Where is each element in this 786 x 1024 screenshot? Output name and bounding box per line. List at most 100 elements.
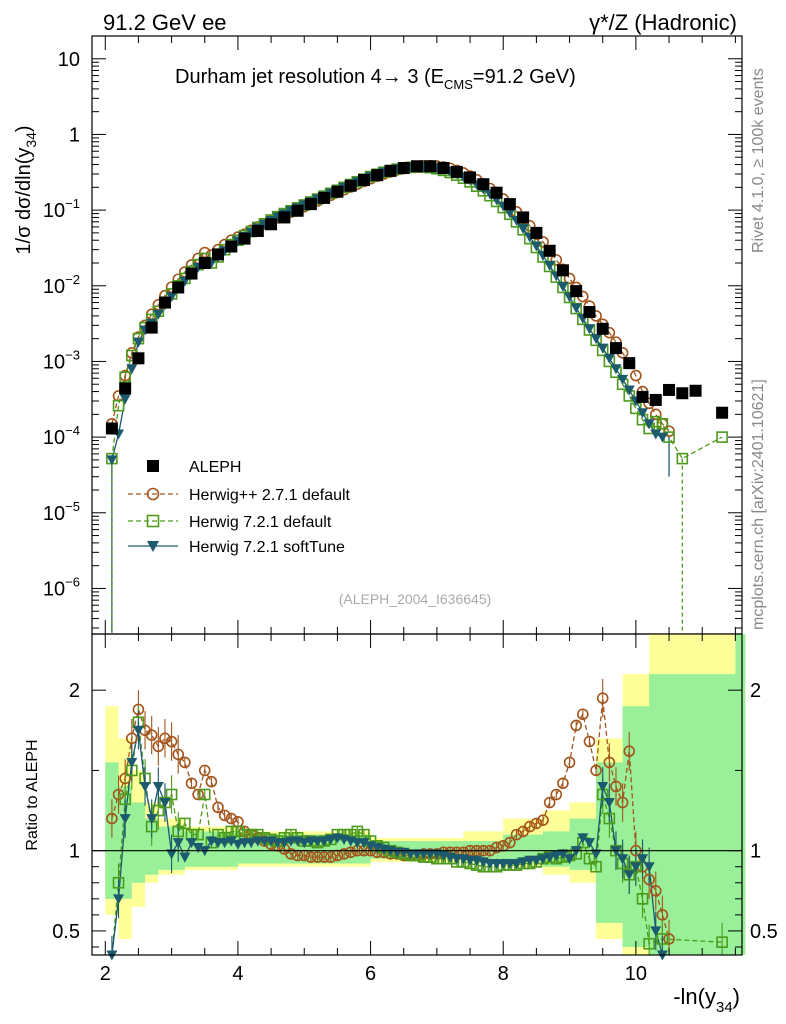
- ratio-point-1: [285, 848, 297, 860]
- aleph-point: [132, 352, 145, 365]
- x-tick-label: 6: [365, 963, 376, 985]
- aleph-point: [530, 226, 543, 239]
- total-uncertainty-band: [105, 634, 746, 955]
- ratio-point-3: [510, 859, 522, 870]
- series-3-point: [656, 432, 668, 443]
- aleph-point: [105, 422, 118, 435]
- ratio-point-1: [550, 788, 563, 801]
- ratio-point-3: [278, 838, 290, 849]
- ratio-point-3: [564, 854, 576, 865]
- ratio-panel: 0.5 0.5 1 1 2 2 2 4 6 8 10 Ratio to ALEPH -ln(y34): [24, 633, 778, 1016]
- series-1-point: [563, 272, 576, 285]
- aleph-point: [331, 185, 344, 198]
- ratio-point-1: [198, 764, 211, 777]
- aleph-point: [450, 165, 463, 178]
- y-tick-label: 10: [58, 49, 80, 71]
- aleph-point: [623, 357, 636, 370]
- ratio-point-2: [165, 788, 178, 801]
- aleph-point: [649, 393, 662, 406]
- ratio-point-1: [530, 817, 543, 830]
- series-3-point: [517, 224, 529, 235]
- ratio-point-3: [630, 862, 642, 873]
- ratio-point-1: [577, 708, 589, 721]
- ratio-point-1: [212, 801, 224, 814]
- ratio-point-1: [643, 873, 655, 886]
- legend-marker: [147, 541, 159, 552]
- ratio-point-3: [597, 781, 609, 792]
- ratio-point-3: [139, 781, 151, 792]
- ratio-point-2: [351, 825, 364, 838]
- aleph-point: [344, 179, 357, 192]
- ratio-point-2: [119, 793, 131, 806]
- series-1-point: [198, 246, 211, 259]
- ratio-point-1: [165, 735, 178, 748]
- ratio-point-2: [643, 937, 655, 950]
- aleph-point: [212, 248, 225, 261]
- legend-marker: [146, 514, 160, 528]
- x-tick-label: 2: [100, 963, 111, 985]
- mcplots-label: mcplots.cern.ch [arXiv:2401.10621]: [750, 379, 767, 630]
- ratio-point-2: [636, 893, 649, 905]
- series-line-2: [111, 166, 723, 460]
- ratio-point-1: [172, 748, 185, 761]
- ratio-point-3: [172, 838, 184, 849]
- aleph-point: [543, 244, 556, 257]
- aleph-point: [716, 406, 729, 419]
- ratio-point-1: [344, 846, 357, 859]
- aleph-point: [609, 342, 622, 355]
- ratio-point-1: [590, 764, 602, 777]
- aleph-point: [636, 390, 649, 403]
- legend-label: Herwig++ 2.7.1 default: [189, 487, 351, 504]
- y-tick-label: 1: [69, 124, 80, 146]
- ratio-point-3: [132, 725, 144, 736]
- header-left: 91.2 GeV ee: [103, 10, 227, 35]
- ratio-point-1: [523, 820, 536, 833]
- series-3-point: [643, 419, 655, 430]
- aleph-point: [689, 384, 702, 397]
- series-2-point: [656, 417, 669, 430]
- aleph-point: [596, 322, 609, 335]
- ratio-point-3: [179, 852, 191, 863]
- ratio-y-tick-label-left: 1: [69, 841, 80, 863]
- aleph-point: [172, 281, 185, 294]
- aleph-point: [238, 232, 251, 245]
- legend-label: ALEPH: [189, 459, 241, 476]
- legend-marker: [147, 460, 159, 472]
- ratio-point-1: [145, 729, 158, 741]
- ratio-point-3: [583, 838, 595, 849]
- ratio-point-1: [570, 719, 582, 732]
- ratio-point-1: [311, 851, 324, 863]
- aleph-point: [278, 211, 291, 224]
- ratio-point-3: [637, 854, 649, 865]
- ratio-point-3: [245, 838, 257, 849]
- ratio-point-2: [179, 817, 191, 830]
- series-3-point: [504, 208, 516, 219]
- series-3-point: [597, 343, 609, 354]
- series-3-point: [530, 241, 542, 252]
- ratio-point-3: [146, 814, 158, 825]
- ratio-point-3: [192, 842, 204, 853]
- ratio-point-2: [172, 825, 185, 838]
- aleph-point: [676, 387, 689, 400]
- aleph-point: [371, 169, 384, 182]
- ratio-point-3: [550, 850, 562, 861]
- ratio-point-3: [232, 839, 244, 850]
- header-right: γ*/Z (Hadronic): [589, 10, 737, 35]
- ratio-point-1: [656, 909, 669, 921]
- ratio-point-1: [125, 732, 138, 745]
- ratio-point-2: [225, 825, 238, 838]
- ratio-point-1: [324, 851, 337, 863]
- ratio-point-1: [543, 796, 556, 809]
- ratio-point-1: [563, 756, 576, 769]
- ratio-y-tick-label-right: 2: [750, 680, 761, 702]
- ratio-ylabel: Ratio to ALEPH: [24, 739, 41, 850]
- legend-label: Herwig 7.2.1 softTune: [189, 539, 345, 556]
- ratio-point-1: [106, 812, 118, 825]
- rivet-label: Rivet 4.1.0, ≥ 100k events: [750, 68, 767, 253]
- series-3-point: [590, 334, 602, 345]
- series-line-1: [111, 165, 670, 432]
- ratio-point-3: [650, 926, 662, 937]
- ratio-point-1: [510, 828, 523, 841]
- ratio-point-1: [318, 851, 330, 863]
